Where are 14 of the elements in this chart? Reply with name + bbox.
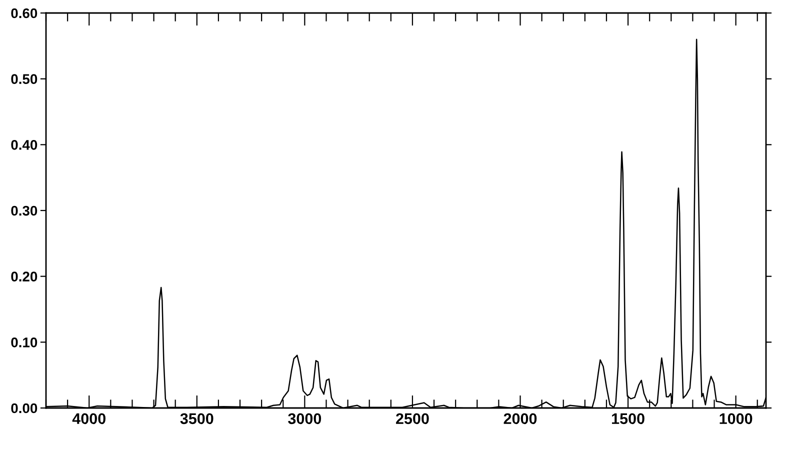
y-tick-label: 0.30 xyxy=(11,206,38,216)
y-tick-label: 0.10 xyxy=(11,338,38,348)
x-tick-label: 3000 xyxy=(288,413,322,424)
y-tick-label: 0.40 xyxy=(11,140,38,150)
x-tick-label: 4000 xyxy=(72,413,106,424)
x-tick-label: 3500 xyxy=(180,413,214,424)
y-tick-label: 0.00 xyxy=(11,403,38,414)
y-tick-label: 0.50 xyxy=(11,74,38,84)
x-tick-label: 2000 xyxy=(504,413,537,424)
x-tick-label: 1000 xyxy=(720,413,752,424)
y-tick-label: 0.60 xyxy=(11,8,38,18)
y-tick-label: 0.20 xyxy=(11,272,38,282)
x-tick-label: 2500 xyxy=(396,413,429,424)
x-tick-label: 1500 xyxy=(612,413,644,424)
